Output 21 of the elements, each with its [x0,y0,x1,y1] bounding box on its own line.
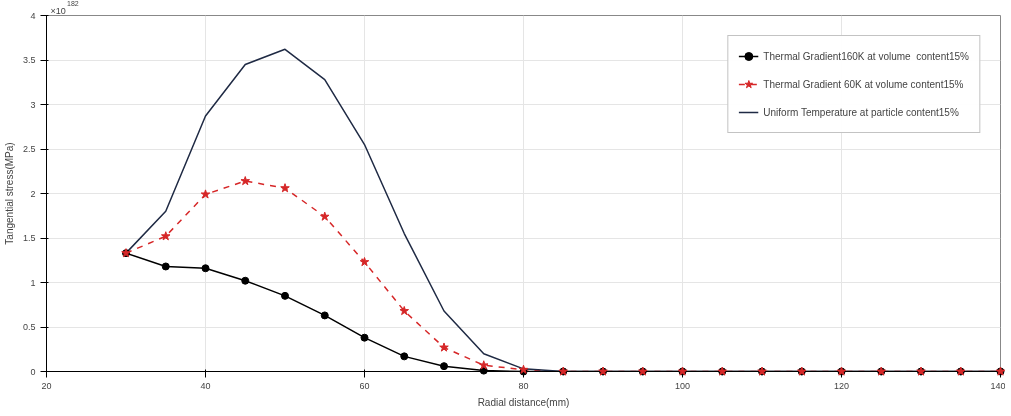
y-axis-title: Tangential stress(MPa) [3,142,15,245]
y-tick-label: 2 [30,188,36,199]
y-tick-label: 4 [30,10,36,21]
x-tick-label: 140 [990,380,1006,391]
x-tick-label: 40 [200,380,211,391]
legend-label: Thermal Gradient 60K at volume content15% [763,78,964,90]
legend-label: Uniform Temperature at particle content15% [763,106,959,118]
x-tick-label: 20 [41,380,52,391]
x-tick-label: 100 [674,380,691,391]
y-tick-label: 3.5 [22,55,36,65]
x-axis-title: Radial distance(mm) [477,396,570,408]
y-tick-label: 1 [30,277,36,288]
y-tick-label: 1.5 [22,233,36,243]
x-tick-label: 60 [359,380,370,391]
y-tick-label: 0.5 [22,322,36,332]
x-tick-label: 120 [833,380,850,391]
y-tick-label: 0 [30,366,36,377]
y-tick-label: 2.5 [22,144,36,154]
legend-label: Thermal Gradient160K at volume content15% [763,50,969,62]
y-tick-label: 3 [30,99,36,110]
x-tick-label: 80 [518,380,529,391]
